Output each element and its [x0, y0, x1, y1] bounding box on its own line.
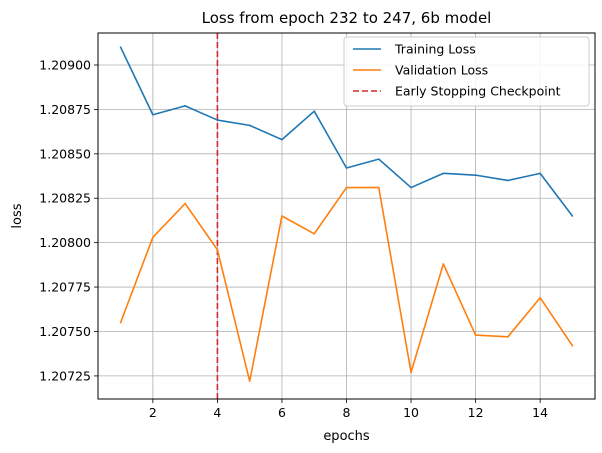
- data-point: [216, 119, 219, 121]
- data-point: [313, 232, 316, 235]
- y-tick-label: 1.20800: [39, 235, 91, 250]
- legend-item-training-loss: Training Loss: [353, 42, 476, 57]
- x-tick-label: 2: [149, 405, 157, 420]
- data-point: [539, 296, 541, 299]
- data-point: [474, 174, 477, 176]
- data-point: [119, 321, 122, 324]
- y-tick-label: 1.20750: [39, 324, 91, 339]
- legend: Training Loss Validation Loss Early Stoppi…: [343, 36, 590, 107]
- x-axis-label: epochs: [323, 429, 370, 444]
- legend-box: [343, 36, 590, 107]
- data-point: [313, 110, 316, 112]
- data-point: [281, 138, 283, 141]
- legend-label: Validation Loss: [395, 63, 488, 78]
- series-validation-loss: [119, 186, 574, 383]
- series-training-loss: [119, 46, 574, 217]
- data-point: [248, 380, 251, 383]
- data-point: [377, 158, 380, 160]
- data-point: [539, 172, 541, 175]
- data-point: [216, 248, 219, 251]
- y-tick-label: 1.20775: [39, 280, 91, 295]
- x-tick-label: 4: [213, 405, 221, 420]
- data-point: [410, 371, 412, 374]
- data-point: [248, 124, 251, 127]
- data-point: [442, 263, 445, 265]
- legend-item-early-stopping: Early Stopping Checkpoint: [353, 84, 561, 99]
- data-point: [507, 179, 509, 182]
- data-point: [377, 186, 380, 189]
- data-point: [507, 336, 509, 338]
- data-point: [442, 172, 445, 175]
- data-point: [410, 186, 412, 189]
- data-point: [184, 105, 186, 107]
- y-ticks: 1.20725 1.20750 1.20775 1.20800 1.20825 1.208…: [39, 57, 98, 383]
- data-point: [345, 167, 348, 169]
- x-tick-label: 10: [403, 405, 419, 420]
- y-tick-label: 1.20825: [39, 191, 91, 206]
- y-tick-label: 1.20875: [39, 102, 91, 117]
- x-tick-label: 6: [278, 405, 286, 420]
- data-point: [474, 334, 477, 336]
- x-tick-label: 8: [343, 405, 351, 420]
- chart-title: Loss from epoch 232 to 247, 6b model: [202, 9, 492, 27]
- data-point: [281, 215, 283, 217]
- y-axis-label: loss: [10, 203, 25, 228]
- data-point: [571, 215, 574, 217]
- x-ticks: 2 4 6 8 10 12 14: [149, 399, 548, 420]
- data-point: [152, 236, 154, 239]
- y-tick-label: 1.20900: [39, 57, 91, 72]
- legend-label: Training Loss: [394, 42, 476, 57]
- x-tick-label: 14: [532, 405, 548, 420]
- data-point: [152, 113, 154, 116]
- y-tick-label: 1.20725: [39, 368, 91, 383]
- legend-item-validation-loss: Validation Loss: [353, 63, 488, 78]
- x-tick-label: 12: [468, 405, 484, 420]
- data-point: [184, 202, 186, 205]
- series-layer: [119, 46, 574, 383]
- data-point: [345, 186, 348, 189]
- data-point: [571, 344, 574, 347]
- y-tick-label: 1.20850: [39, 146, 91, 161]
- legend-label: Early Stopping Checkpoint: [395, 84, 561, 99]
- data-point: [119, 46, 122, 49]
